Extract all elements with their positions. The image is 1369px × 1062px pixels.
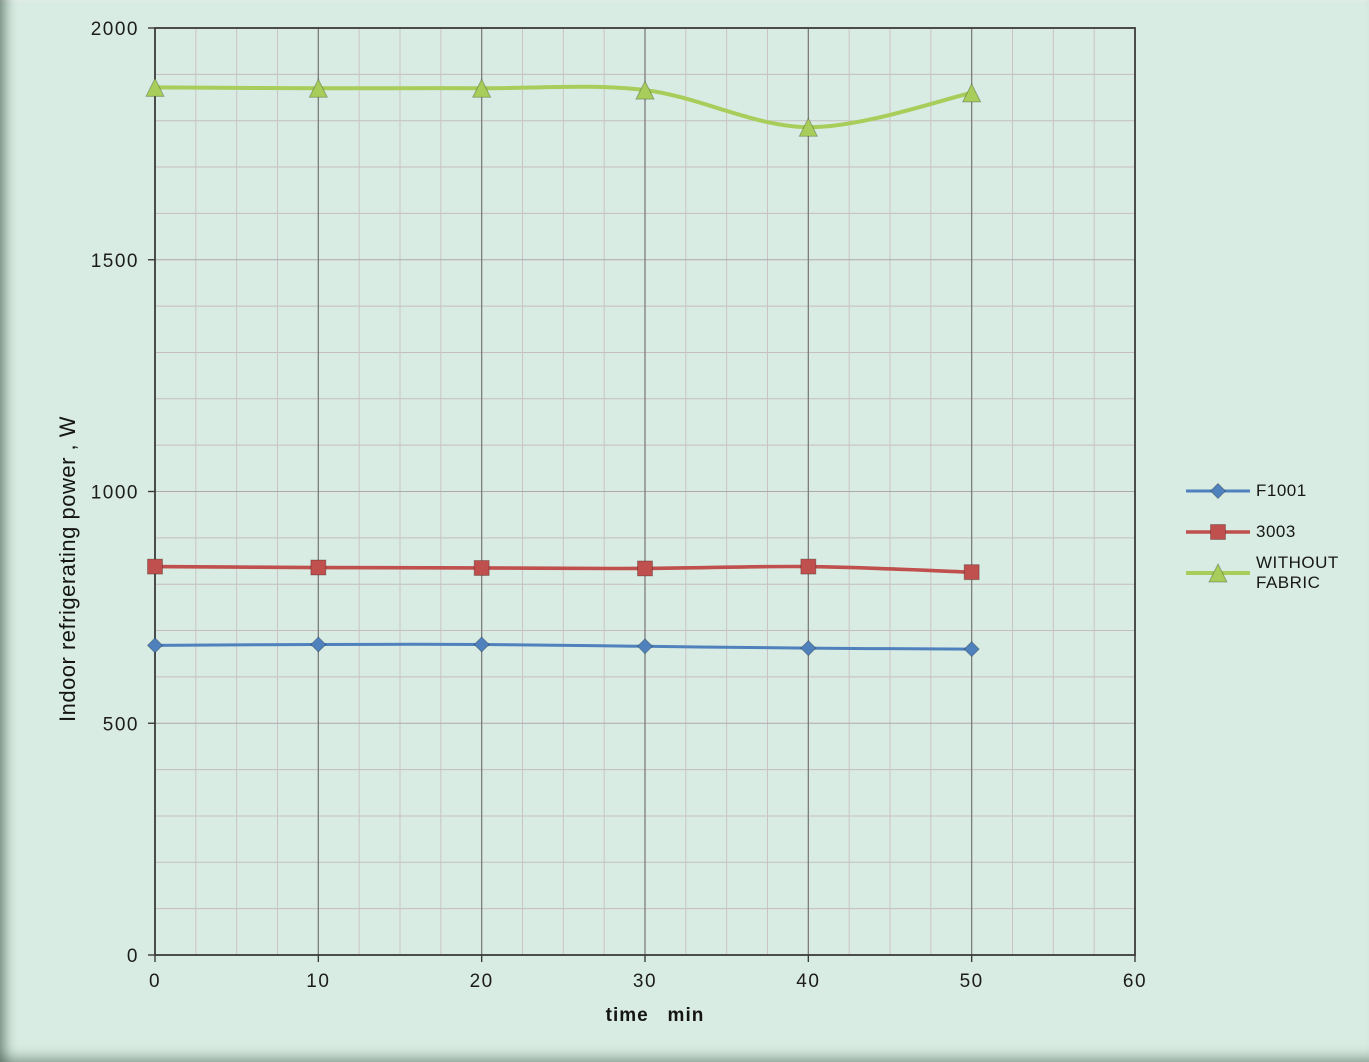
- legend-item-without-fabric: WITHOUT FABRIC: [1184, 552, 1366, 593]
- legend-marker-icon: [1209, 482, 1227, 499]
- series-marker-icon: [635, 79, 655, 100]
- legend-marker-icon: [1208, 562, 1228, 582]
- series-marker-icon: [146, 637, 164, 654]
- series-marker-icon: [310, 636, 327, 653]
- series-marker-icon: [473, 636, 490, 653]
- series-marker-icon: [310, 559, 327, 576]
- series-marker-icon: [798, 117, 819, 137]
- series-marker-icon: [800, 639, 817, 657]
- series-marker-icon: [637, 560, 653, 577]
- series-line-f1001: [153, 642, 974, 651]
- series-line-without-fabric: [153, 84, 974, 130]
- legend-key-f1001-icon: [1186, 482, 1250, 499]
- legend-key-without-fabric-icon: [1186, 562, 1250, 582]
- series-marker-icon: [636, 638, 654, 655]
- y-tick-label: 1500: [91, 251, 139, 272]
- legend-label: 3003: [1256, 521, 1296, 541]
- series-marker-icon: [147, 558, 163, 575]
- y-tick-label: 0: [127, 946, 139, 967]
- y-tick-label: 2000: [91, 19, 139, 40]
- y-tick-label: 1000: [91, 483, 139, 504]
- series-line-3003: [153, 564, 974, 574]
- x-tick-label: 20: [470, 971, 494, 992]
- x-axis-title: time min: [605, 1005, 705, 1026]
- legend-label: F1001: [1256, 480, 1307, 500]
- x-tick-label: 50: [960, 971, 984, 992]
- series-marker-icon: [471, 78, 492, 98]
- series-marker-icon: [308, 78, 329, 98]
- x-tick-label: 0: [149, 971, 161, 992]
- legend: F1001 3003 WITHOUT FABRIC: [1184, 470, 1366, 593]
- series-marker-icon: [963, 640, 980, 658]
- legend-item-3003: 3003: [1184, 511, 1366, 552]
- legend-key-3003-icon: [1186, 523, 1250, 540]
- x-tick-label: 60: [1123, 971, 1147, 992]
- y-tick-label: 500: [103, 714, 139, 735]
- series-marker-icon: [800, 558, 817, 575]
- y-axis-title: Indoor refrigerating power , W: [55, 415, 80, 723]
- legend-label: WITHOUT FABRIC: [1256, 552, 1339, 592]
- legend-marker-icon: [1210, 523, 1226, 540]
- series-marker-icon: [961, 82, 982, 103]
- series-marker-icon: [963, 564, 980, 581]
- x-tick-label: 30: [633, 971, 657, 992]
- x-tick-label: 10: [306, 971, 330, 992]
- x-tick-label: 40: [796, 971, 820, 992]
- series-marker-icon: [473, 559, 490, 576]
- series-marker-icon: [145, 77, 165, 97]
- legend-item-f1001: F1001: [1184, 470, 1366, 511]
